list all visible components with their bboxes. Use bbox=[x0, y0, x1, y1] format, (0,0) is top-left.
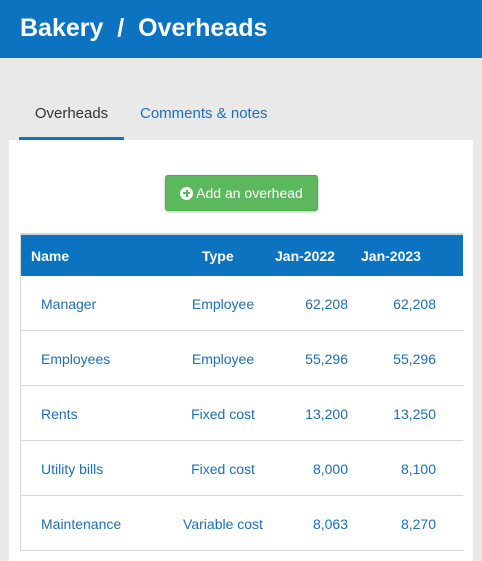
table-row[interactable]: Rents Fixed cost 13,200 13,250 bbox=[21, 386, 463, 441]
row-type: Variable cost bbox=[183, 515, 263, 532]
row-value-jan-2023: 55,296 bbox=[393, 350, 436, 367]
tab-comments-notes[interactable]: Comments & notes bbox=[140, 105, 268, 122]
add-overhead-label: Add an overhead bbox=[196, 185, 303, 201]
column-header-type: Type bbox=[202, 248, 234, 264]
plus-circle-icon bbox=[180, 186, 194, 200]
table-row[interactable]: Manager Employee 62,208 62,208 bbox=[21, 276, 463, 331]
row-value-jan-2022: 13,200 bbox=[305, 405, 348, 422]
row-type: Employee bbox=[191, 350, 255, 367]
row-value-jan-2023: 13,250 bbox=[393, 405, 436, 422]
table-row[interactable]: Maintenance Variable cost 8,063 8,270 bbox=[21, 496, 463, 551]
column-header-name: Name bbox=[31, 248, 70, 264]
table-row[interactable]: Employees Employee 55,296 55,296 bbox=[21, 331, 463, 386]
page-title: Bakery / Overheads bbox=[20, 14, 268, 42]
row-value-jan-2022: 62,208 bbox=[305, 295, 348, 312]
row-value-jan-2023: 8,100 bbox=[400, 460, 436, 477]
row-name[interactable]: Employees bbox=[41, 350, 111, 367]
column-header-jan-2023: Jan-2023 bbox=[361, 248, 421, 264]
row-value-jan-2022: 8,000 bbox=[312, 460, 348, 477]
row-value-jan-2023: 8,270 bbox=[400, 515, 436, 532]
row-type: Fixed cost bbox=[191, 460, 255, 477]
row-value-jan-2023: 62,208 bbox=[393, 295, 436, 312]
row-name[interactable]: Utility bills bbox=[41, 460, 104, 477]
add-overhead-button[interactable]: Add an overhead bbox=[165, 175, 318, 211]
table-header: Name Type Jan-2022 Jan-2023 bbox=[21, 233, 463, 276]
row-value-jan-2022: 8,063 bbox=[312, 515, 348, 532]
row-name[interactable]: Manager bbox=[41, 295, 97, 312]
row-value-jan-2022: 55,296 bbox=[305, 350, 348, 367]
table-row[interactable]: Utility bills Fixed cost 8,000 8,100 bbox=[21, 441, 463, 496]
page-header: Bakery / Overheads bbox=[0, 0, 482, 58]
row-name[interactable]: Rents bbox=[41, 405, 78, 422]
row-type: Fixed cost bbox=[191, 405, 255, 422]
row-name[interactable]: Maintenance bbox=[41, 515, 122, 532]
tab-bar: Overheads Comments & notes bbox=[19, 97, 284, 140]
tab-overheads[interactable]: Overheads bbox=[19, 97, 124, 140]
row-type: Employee bbox=[191, 295, 255, 312]
column-header-jan-2022: Jan-2022 bbox=[275, 248, 335, 264]
overheads-table: Name Type Jan-2022 Jan-2023 Manager Empl… bbox=[20, 233, 463, 551]
